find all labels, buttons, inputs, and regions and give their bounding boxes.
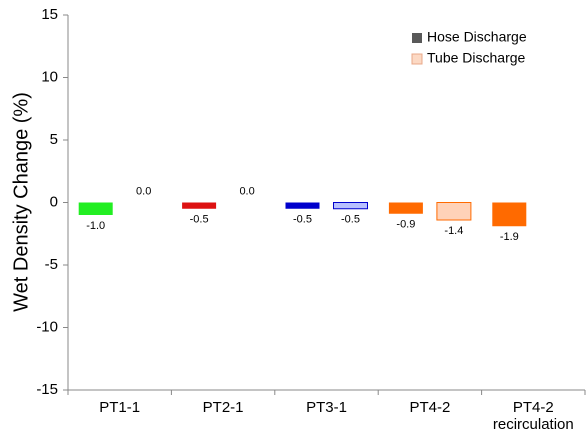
bar [436, 202, 472, 221]
bar [78, 202, 113, 215]
x-tick-label: PT3-1 [306, 399, 347, 416]
y-tick-label: -10 [36, 318, 58, 335]
value-label: -1.9 [500, 231, 519, 243]
y-tick-label: 0 [50, 193, 58, 210]
value-label: -0.5 [190, 214, 209, 226]
x-tick-label: PT4-2 [409, 399, 451, 416]
value-label: 0.0 [136, 185, 151, 197]
bar [182, 202, 217, 209]
x-tick-label: PT2-1 [202, 399, 244, 416]
y-tick-label: 5 [50, 131, 58, 148]
bar [285, 202, 320, 209]
legend-label: Hose Discharge [427, 29, 527, 45]
bar [388, 202, 423, 214]
bar [333, 202, 368, 210]
value-label: -0.9 [396, 219, 415, 231]
value-label: 0.0 [239, 185, 254, 197]
y-tick-label: 15 [41, 6, 58, 23]
bar [492, 202, 527, 227]
legend-label: Tube Discharge [427, 50, 526, 66]
y-axis-label: Wet Density Change (%) [10, 92, 32, 312]
value-label: -0.5 [341, 214, 360, 226]
x-tick-label: PT1-1 [99, 399, 141, 416]
legend-swatch [412, 33, 422, 43]
x-tick-label: PT4-2 recirculation [492, 399, 574, 433]
value-label: -0.5 [293, 214, 312, 226]
legend-swatch [411, 53, 423, 65]
value-label: -1.4 [444, 225, 463, 237]
y-tick-label: -15 [36, 381, 58, 398]
y-tick-label: 10 [41, 68, 58, 85]
value-label: -1.0 [86, 220, 105, 232]
y-tick-label: -5 [45, 256, 58, 273]
